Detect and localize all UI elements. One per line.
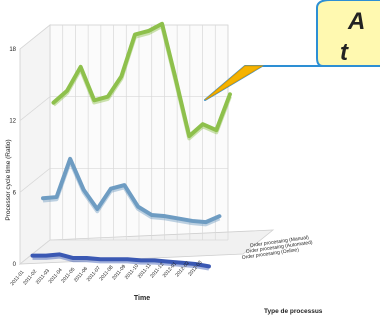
x-tick-label: 2011-10 <box>124 263 140 281</box>
chart-grid <box>19 24 229 265</box>
series-1 <box>41 156 222 227</box>
callout-bubble: A t <box>204 0 380 101</box>
series-line <box>30 252 211 269</box>
grid-line-side <box>19 24 51 50</box>
series-line <box>51 21 232 139</box>
series-0 <box>51 21 232 141</box>
x-axis-title: Time <box>134 295 150 302</box>
y-axis-title: Processor cycle time (Ratio) <box>5 139 12 220</box>
grid-line-side <box>19 239 51 265</box>
callout-text-line2: t <box>340 39 349 66</box>
chart-series <box>30 21 232 271</box>
callout-text-line1: A <box>347 8 365 35</box>
series-line <box>41 156 222 225</box>
grid-line-side <box>19 96 51 121</box>
series-line-shadow <box>32 254 210 271</box>
legend-title: Type de processus <box>264 308 323 315</box>
y-tick-label: 12 <box>9 119 16 125</box>
y-tick-label: 18 <box>9 47 16 53</box>
chart-walls <box>18 24 275 265</box>
side-wall <box>19 24 51 265</box>
y-tick-label: 0 <box>13 262 17 268</box>
y-tick-label: 6 <box>13 190 17 196</box>
grid-line-side <box>19 168 51 193</box>
series-2 <box>30 252 211 271</box>
